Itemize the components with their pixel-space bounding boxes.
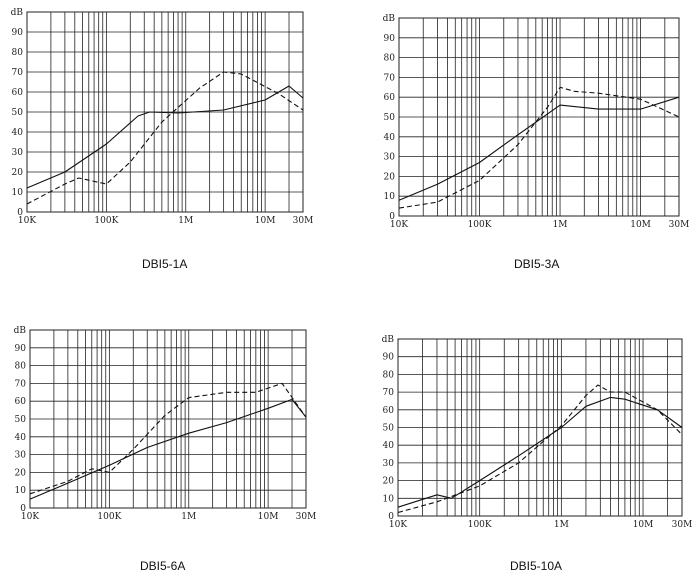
y-tick-label: 90 [12, 28, 24, 38]
x-tick-label: 10K [390, 220, 408, 230]
plot-frame [29, 329, 307, 509]
chart-title: DBI5-10A [510, 559, 563, 573]
x-tick-label: 30M [296, 512, 317, 522]
y-tick-label: 80 [15, 362, 27, 372]
x-tick-label: 10K [18, 216, 36, 226]
y-tick-label: 30 [15, 451, 27, 461]
y-tick-label: 80 [12, 48, 24, 58]
y-tick-label: 20 [384, 172, 396, 182]
y-tick-label: 50 [383, 424, 395, 434]
chart-panel-dbi5-6a: 0 10 20 30 40 50 60 70 80 90 dB 10K 100K 1M 10M 30M DBI… [0, 300, 350, 587]
y-tick-label: 10 [384, 192, 396, 202]
series-line-solid [398, 96, 680, 201]
x-tick-label: 1M [554, 520, 569, 530]
chart-title: DBI5-1A [142, 257, 188, 271]
x-tick-label: 10M [255, 216, 276, 226]
chart-svg: 0 10 20 30 40 50 60 70 80 90 dB 10K 100K 1M 10M 30M [11, 8, 314, 226]
series-line-solid [29, 398, 307, 500]
y-tick-label: 0 [17, 208, 23, 218]
y-axis-label: dB [382, 335, 395, 345]
chart-panel-dbi5-1a: 0 10 20 30 40 50 60 70 80 90 dB 10K 100K 1M 10M 30M DBI… [0, 0, 350, 280]
y-tick-label: 10 [12, 188, 24, 198]
y-tick-label: 70 [383, 388, 395, 398]
chart-svg: 0 10 20 30 40 50 60 70 80 90 dB 10K 100K 1M 10M 30M [382, 335, 693, 530]
chart-panel-dbi5-3a: 0 10 20 30 40 50 60 70 80 90 dB 10K 100K 1M 10M 30M DBI… [350, 0, 700, 280]
x-tick-label: 30M [672, 520, 693, 530]
y-tick-label: 40 [383, 441, 395, 451]
plot-frame [26, 11, 304, 213]
y-tick-label: 90 [383, 353, 395, 363]
x-tick-label: 100K [97, 512, 121, 522]
y-tick-label: 60 [383, 406, 395, 416]
y-tick-label: 90 [384, 34, 396, 44]
x-tick-label: 10K [389, 520, 407, 530]
x-tick-label: 100K [94, 216, 118, 226]
y-tick-label: 30 [384, 153, 396, 163]
series-line-solid [397, 396, 683, 508]
y-tick-label: 0 [20, 504, 26, 514]
y-tick-label: 10 [383, 494, 395, 504]
series-line-dashed [26, 71, 304, 205]
chart-panel-dbi5-10a: 0 10 20 30 40 50 60 70 80 90 dB 10K 100K 1M 10M 30M DBI… [350, 300, 700, 587]
y-tick-label: 80 [383, 370, 395, 380]
chart-title: DBI5-6A [140, 559, 186, 573]
y-tick-label: 60 [384, 93, 396, 103]
grid [27, 12, 303, 212]
y-axis-label: dB [383, 14, 396, 24]
series-line-dashed [29, 382, 307, 495]
y-tick-label: 90 [15, 344, 27, 354]
grid [398, 339, 682, 516]
x-tick-label: 1M [181, 512, 196, 522]
x-tick-label: 10K [21, 512, 39, 522]
x-tick-label: 10M [633, 520, 654, 530]
y-tick-label: 40 [384, 133, 396, 143]
plot-frame [398, 17, 680, 217]
y-tick-label: 60 [15, 397, 27, 407]
y-tick-label: 70 [12, 68, 24, 78]
x-tick-label: 10M [258, 512, 279, 522]
y-tick-label: 40 [15, 433, 27, 443]
y-tick-label: 20 [15, 468, 27, 478]
x-tick-label: 100K [468, 520, 492, 530]
y-axis-label: dB [14, 326, 27, 336]
y-tick-label: 50 [384, 113, 396, 123]
x-tick-label: 100K [468, 220, 492, 230]
y-tick-label: 60 [12, 88, 24, 98]
y-tick-label: 40 [12, 128, 24, 138]
y-tick-label: 80 [384, 54, 396, 64]
x-tick-label: 30M [669, 220, 690, 230]
x-tick-label: 10M [630, 220, 651, 230]
y-tick-label: 50 [12, 108, 24, 118]
x-tick-label: 1M [178, 216, 193, 226]
y-tick-label: 0 [389, 212, 395, 222]
x-tick-label: 30M [293, 216, 314, 226]
chart-svg: 0 10 20 30 40 50 60 70 80 90 dB 10K 100K 1M 10M 30M [14, 326, 317, 522]
grid [30, 330, 306, 508]
x-tick-label: 1M [553, 220, 568, 230]
chart-svg: 0 10 20 30 40 50 60 70 80 90 dB 10K 100K 1M 10M 30M [383, 14, 690, 230]
y-tick-label: 20 [383, 477, 395, 487]
y-tick-label: 70 [384, 73, 396, 83]
y-tick-label: 0 [388, 512, 394, 522]
chart-title: DBI5-3A [514, 257, 560, 271]
y-tick-label: 50 [15, 415, 27, 425]
y-tick-label: 20 [12, 168, 24, 178]
y-tick-label: 70 [15, 379, 27, 389]
y-tick-label: 30 [383, 459, 395, 469]
y-tick-label: 10 [15, 486, 27, 496]
y-tick-label: 30 [12, 148, 24, 158]
y-axis-label: dB [11, 8, 24, 18]
grid [399, 18, 679, 216]
